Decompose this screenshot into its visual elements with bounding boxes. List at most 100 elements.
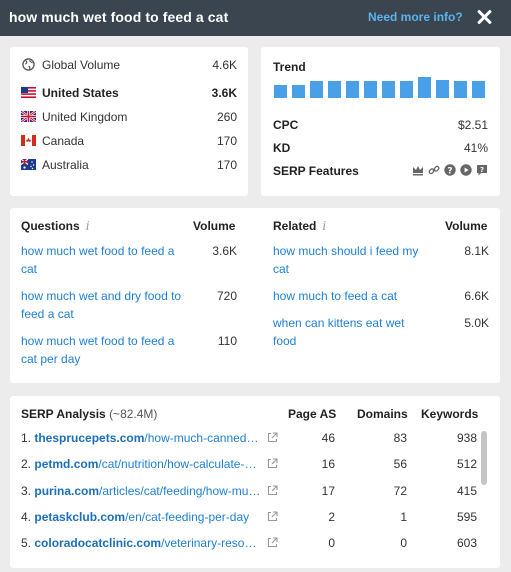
volume-value: 4.6K — [212, 58, 237, 72]
serp-analysis-card — [10, 396, 500, 568]
serp-result-row: 5. coloradocatclinic.com/veterinary-reso… — [21, 536, 481, 554]
result-keywords: 938 — [456, 431, 477, 445]
result-keywords: 512 — [456, 457, 477, 471]
trend-bar — [454, 81, 467, 98]
trend-card — [261, 47, 500, 196]
serp-result-row: 2. petmd.com/cat/nutrition/how-calculate… — [21, 457, 481, 475]
result-domains: 72 — [393, 484, 407, 498]
serp-scrollbar[interactable] — [481, 431, 487, 485]
serp-analysis-count: (~82.4M) — [109, 407, 158, 421]
trend-bar — [364, 81, 377, 98]
result-index: 1. — [21, 431, 32, 445]
question-icon: ? — [444, 164, 456, 176]
volume-row-au: Australia 170 — [21, 156, 237, 174]
close-icon[interactable] — [474, 7, 494, 27]
flag-ca-icon — [21, 135, 36, 146]
result-page-as: 16 — [321, 457, 335, 471]
questions-header: Questions i — [21, 219, 90, 233]
questions-related-card — [10, 208, 500, 383]
serp-result-link[interactable]: 2. petmd.com/cat/nutrition/how-calculate… — [21, 457, 261, 471]
col-domains: Domains — [357, 407, 408, 421]
result-keywords: 595 — [456, 510, 477, 524]
question-volume: 720 — [216, 289, 237, 303]
external-link-icon[interactable] — [267, 485, 278, 496]
serp-features-icons: ? ? — [412, 164, 490, 178]
trend-bar — [400, 81, 413, 98]
keyword-title: how much wet food to feed a cat — [9, 9, 229, 25]
result-index: 3. — [21, 484, 32, 498]
question-link[interactable]: how much wet food to feed a cat per day — [21, 334, 175, 366]
link-icon — [428, 165, 440, 175]
info-icon[interactable]: i — [322, 219, 327, 233]
crown-icon — [413, 166, 423, 176]
result-index: 4. — [21, 510, 32, 524]
related-volume: 6.6K — [464, 289, 489, 303]
external-link-icon[interactable] — [267, 432, 278, 443]
kd-label: KD — [273, 141, 291, 155]
trend-bar — [436, 80, 449, 98]
volume-value: 260 — [216, 110, 237, 124]
result-domains: 0 — [400, 536, 407, 550]
result-keywords: 603 — [456, 536, 477, 550]
result-path: /veterinary-resources — [161, 536, 261, 550]
volume-name: Australia — [42, 158, 89, 172]
svg-text:?: ? — [447, 166, 452, 176]
volume-value: 170 — [216, 158, 237, 172]
external-link-icon[interactable] — [267, 458, 278, 469]
volume-row-global: Global Volume 4.6K — [21, 56, 237, 74]
header-bar: how much wet food to feed a cat Need mor… — [0, 0, 511, 36]
trend-bar — [292, 85, 305, 98]
serp-result-row: 1. thesprucepets.com/how-much-canned-wet… — [21, 431, 481, 449]
related-volume: 8.1K — [464, 244, 489, 258]
related-header: Related i — [273, 219, 326, 233]
result-page-as: 17 — [321, 484, 335, 498]
result-domain: purina.com — [34, 484, 100, 498]
info-icon[interactable]: i — [85, 219, 90, 233]
volume-row-us: United States 3.6K — [21, 84, 237, 102]
trend-bar — [310, 81, 323, 98]
result-index: 2. — [21, 457, 32, 471]
serp-result-link[interactable]: 1. thesprucepets.com/how-much-canned-wet… — [21, 431, 261, 445]
kd-value: 41% — [463, 141, 488, 155]
external-link-icon[interactable] — [267, 537, 278, 548]
serp-result-link[interactable]: 4. petaskclub.com/en/cat-feeding-per-day — [21, 510, 261, 524]
result-domain: petaskclub.com — [34, 510, 126, 524]
result-path: /articles/cat/feeding/how-much — [99, 484, 261, 498]
related-volume: 5.0K — [464, 316, 489, 330]
result-path: /how-much-canned-wet-food — [144, 431, 261, 445]
serp-result-link[interactable]: 5. coloradocatclinic.com/veterinary-reso… — [21, 536, 261, 550]
external-link-icon[interactable] — [267, 511, 278, 522]
serp-result-link[interactable]: 3. purina.com/articles/cat/feeding/how-m… — [21, 484, 261, 498]
trend-bar — [328, 81, 341, 98]
volume-name: United Kingdom — [42, 110, 128, 124]
cpc-label: CPC — [273, 118, 299, 132]
faq-icon: ? — [477, 165, 487, 176]
svg-text:?: ? — [480, 166, 484, 174]
trend-chart — [274, 76, 490, 98]
volume-name: Global Volume — [42, 58, 121, 72]
related-header-label: Related — [273, 219, 317, 233]
result-keywords: 415 — [456, 484, 477, 498]
need-more-info-link[interactable]: Need more info? — [368, 10, 463, 24]
result-path: /cat/nutrition/how-calculate-how-much — [98, 457, 261, 471]
result-domains: 56 — [393, 457, 407, 471]
serp-analysis-label: SERP Analysis — [21, 407, 106, 421]
result-domain: thesprucepets.com — [34, 431, 145, 445]
question-volume: 110 — [217, 334, 237, 348]
col-keywords: Keywords — [421, 407, 479, 421]
play-icon — [460, 164, 472, 176]
flag-us-icon — [21, 87, 36, 98]
questions-volume-header: Volume — [193, 219, 236, 233]
serp-analysis-title: SERP Analysis (~82.4M) — [21, 407, 157, 421]
col-page-as: Page AS — [288, 407, 337, 421]
volume-card: Global Volume 4.6K United States 3.6K Un… — [10, 47, 248, 196]
trend-bar — [418, 77, 431, 98]
related-link[interactable]: how much should i feed my cat — [273, 244, 419, 276]
question-link[interactable]: how much wet food to feed a cat — [21, 244, 175, 276]
result-domains: 83 — [393, 431, 407, 445]
trend-bar — [472, 81, 485, 98]
result-index: 5. — [21, 536, 32, 550]
question-link[interactable]: how much wet and dry food to feed a cat — [21, 289, 182, 321]
related-link[interactable]: how much to feed a cat — [273, 289, 398, 303]
related-link[interactable]: when can kittens eat wet food — [273, 316, 405, 348]
